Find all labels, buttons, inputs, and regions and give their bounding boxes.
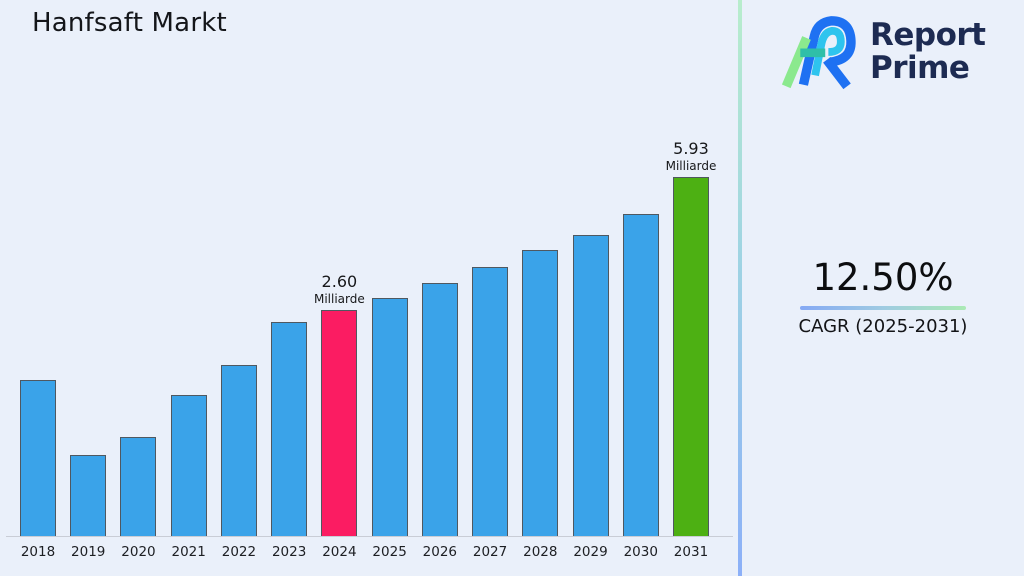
bar-2031 xyxy=(672,177,709,536)
x-tick-2024: 2024 xyxy=(322,544,357,560)
x-tick-2020: 2020 xyxy=(121,544,156,560)
bar-2029 xyxy=(572,235,609,536)
bar-label-2031: 5.93 Milliarde xyxy=(666,139,717,173)
bar-2019 xyxy=(70,455,107,536)
x-tick-2025: 2025 xyxy=(372,544,407,560)
bar-2022 xyxy=(220,365,257,536)
bar-2027 xyxy=(472,267,509,536)
x-tick-2021: 2021 xyxy=(171,544,206,560)
bar-2021 xyxy=(170,395,207,536)
x-tick-2029: 2029 xyxy=(573,544,608,560)
x-tick-2027: 2027 xyxy=(472,544,508,560)
bar-2023 xyxy=(271,322,308,536)
bar-2026 xyxy=(421,283,458,536)
x-tick-2018: 2018 xyxy=(20,544,56,560)
x-tick-2022: 2022 xyxy=(221,544,257,560)
page-title: Hanfsaft Markt xyxy=(32,8,227,38)
bar-label-value: 5.93 xyxy=(673,139,709,158)
bar-label-unit: Milliarde xyxy=(313,292,365,306)
bar-2025 xyxy=(371,298,408,536)
x-tick-2028: 2028 xyxy=(523,544,558,560)
bar-2030 xyxy=(622,214,659,536)
x-tick-2023: 2023 xyxy=(271,544,307,560)
x-tick-2019: 2019 xyxy=(71,544,106,560)
x-axis-line xyxy=(6,536,733,537)
report-prime-logo: Report Prime xyxy=(780,12,986,92)
x-tick-2026: 2026 xyxy=(422,544,458,560)
right-panel: Report Prime 12.50% CAGR (2025-2031) xyxy=(742,0,1024,576)
cagr-block: 12.50% CAGR (2025-2031) xyxy=(773,256,993,337)
bar-2018 xyxy=(20,380,56,536)
bar-label-unit: Milliarde xyxy=(665,159,717,173)
bar-label-2024: 2.60 Milliarde xyxy=(314,272,365,306)
panel-divider xyxy=(738,0,742,576)
x-tick-2031: 2031 xyxy=(673,544,709,560)
cagr-value: 12.50% xyxy=(812,256,954,299)
logo-line-prime: Prime xyxy=(870,50,970,86)
report-prime-logo-icon xyxy=(781,16,856,90)
cagr-label: CAGR (2025-2031) xyxy=(798,316,968,337)
bar-2020 xyxy=(120,437,157,536)
bar-2028 xyxy=(522,250,559,536)
cagr-underline xyxy=(800,306,966,310)
bar-2024 xyxy=(321,310,358,536)
bar-label-value: 2.60 xyxy=(321,272,358,291)
logo-line-report: Report xyxy=(870,17,986,53)
x-tick-2030: 2030 xyxy=(623,544,658,560)
report-prime-wordmark: Report Prime xyxy=(870,19,986,85)
